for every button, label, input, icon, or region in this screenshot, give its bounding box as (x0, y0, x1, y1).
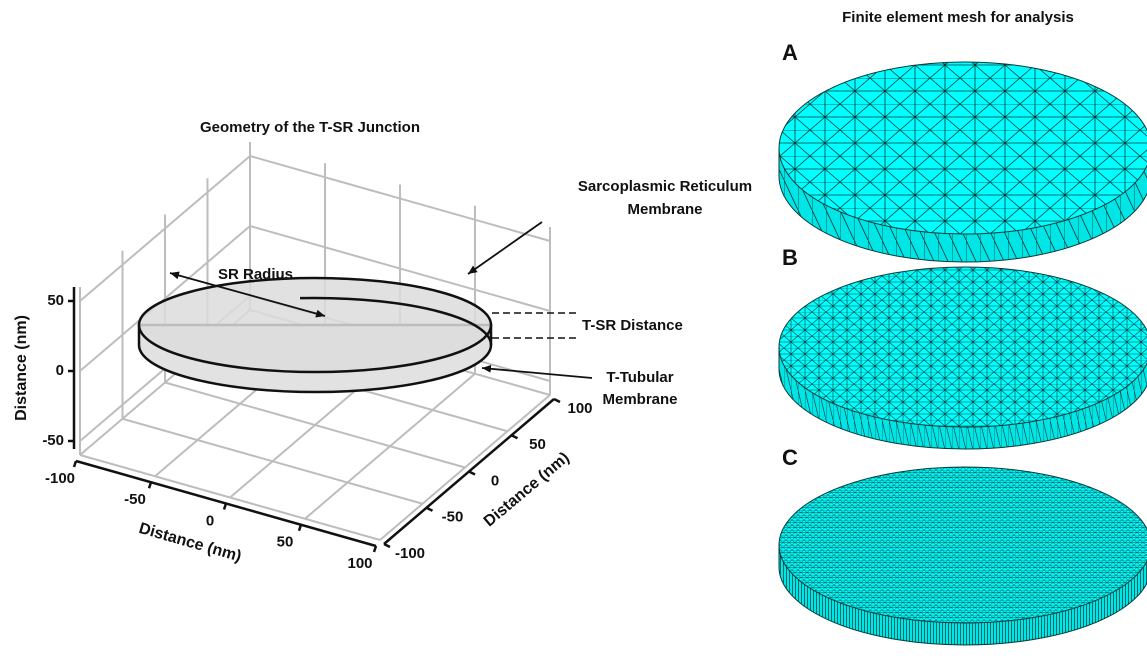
side-tick-label: 0 (491, 472, 499, 489)
mesh-lines (779, 62, 1147, 234)
membrane-arrow (468, 222, 542, 274)
tick (224, 504, 226, 510)
front-tick-label: 0 (206, 512, 214, 529)
annotation: T-SR Distance (582, 317, 683, 334)
axis-label: Distance (nm) (13, 315, 30, 421)
side-tick-label: -100 (395, 545, 425, 562)
front-tick-label: -50 (124, 491, 146, 508)
panel-letter: A (782, 40, 798, 65)
side-tick-label: -50 (442, 509, 464, 526)
vertical-tick-label: 50 (47, 292, 64, 309)
tick (299, 525, 301, 531)
panel-letter: B (782, 245, 798, 270)
axis-label: Distance (nm) (137, 520, 243, 566)
tick (554, 399, 560, 402)
tick (469, 472, 475, 475)
grid-line (165, 383, 465, 468)
front-tick-label: -100 (45, 470, 75, 487)
mesh-lines (779, 467, 1147, 623)
geometry-title: Geometry of the T-SR Junction (200, 119, 420, 136)
panel-letter: C (782, 445, 798, 470)
front-tick-label: 50 (277, 534, 294, 551)
side-tick-label: 50 (529, 436, 546, 453)
tick (427, 508, 433, 511)
tick (512, 435, 518, 438)
axis-label: Distance (nm) (481, 449, 573, 530)
annotation: Sarcoplasmic Reticulum (578, 178, 752, 195)
mesh-panels: A B C (779, 40, 1147, 645)
mesh-title: Finite element mesh for analysis (842, 9, 1074, 26)
front-tick-label: 100 (347, 555, 372, 572)
grid-line (123, 419, 423, 504)
junction-disk (139, 278, 491, 392)
annotation: T-Tubular (606, 369, 673, 386)
annotation: Membrane (627, 201, 702, 218)
figure: -50 0 50 -100 -50 0 50 100 -100 -50 0 50 100 Geometr… (0, 0, 1147, 667)
tick (149, 482, 151, 488)
vertical-tick-label: -50 (42, 432, 64, 449)
vertical-tick-label: 0 (56, 362, 64, 379)
tick (74, 461, 76, 467)
tick (384, 544, 390, 547)
annotation: SR Radius (218, 266, 293, 283)
disk-top (139, 278, 491, 372)
tick (374, 546, 376, 552)
annotation: Membrane (602, 391, 677, 408)
side-tick-label: 100 (567, 400, 592, 417)
mesh-lines (779, 267, 1147, 427)
